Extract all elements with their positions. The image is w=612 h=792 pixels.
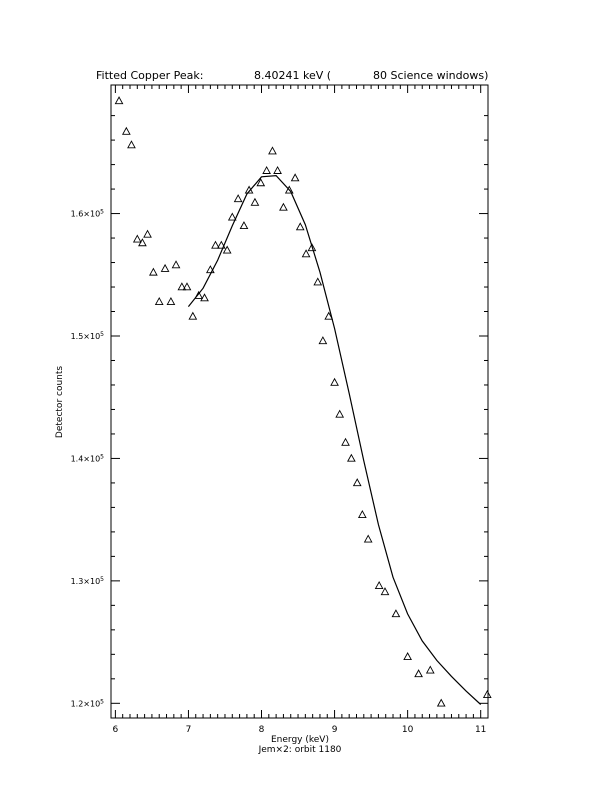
data-point [307, 243, 317, 252]
x-tick-label: 8 [259, 725, 265, 735]
data-point [121, 126, 131, 135]
axis-ticks [111, 85, 489, 718]
data-point [357, 510, 367, 519]
data-point [149, 267, 158, 276]
data-point [188, 311, 198, 320]
data-point [380, 587, 390, 596]
x-axis-label: Energy (keV) [271, 735, 329, 745]
plot-frame [110, 84, 489, 719]
y-tick-label: 1.5×105 [71, 331, 105, 341]
data-point [143, 229, 152, 238]
x-tick-label: 11 [475, 725, 486, 735]
data-point [295, 222, 305, 231]
chart-title-part-2: 8.40241 keV ( [254, 69, 331, 82]
chart-title-part-3: 80 Science windows) [373, 69, 488, 82]
x-tick-label: 6 [113, 725, 119, 735]
data-point [403, 652, 412, 661]
data-point [216, 240, 226, 249]
data-point [301, 249, 311, 258]
chart-title-part-1: Fitted Copper Peak: [96, 69, 203, 82]
data-point [233, 194, 243, 203]
data-point [391, 609, 401, 618]
data-point [182, 282, 192, 291]
x-tick-label: 7 [186, 725, 192, 735]
data-point [160, 263, 170, 272]
data-point [132, 234, 142, 243]
data-point [313, 277, 323, 286]
data-point [177, 282, 187, 291]
data-point [290, 173, 300, 182]
data-point [268, 146, 277, 155]
x-tick-label: 9 [332, 725, 338, 735]
data-point [352, 478, 362, 487]
data-point [127, 140, 136, 149]
data-point [347, 453, 356, 462]
y-tick-label: 1.4×105 [71, 453, 105, 463]
data-point [239, 221, 249, 230]
y-tick-label: 1.3×105 [71, 576, 105, 586]
chart-subtitle: Jem×2: orbit 1180 [258, 745, 342, 755]
data-point [436, 698, 446, 707]
data-point [114, 96, 124, 105]
x-tick-label: 10 [402, 725, 414, 735]
data-point [227, 212, 237, 221]
data-point [284, 185, 294, 194]
data-point [262, 165, 271, 174]
data-point [250, 197, 260, 206]
data-point [335, 409, 345, 418]
data-point [222, 245, 232, 254]
data-point [200, 293, 209, 302]
data-point [279, 202, 288, 211]
y-tick-labels: 1.2×105 1.3×105 1.4×105 1.5×105 1.6×105 [71, 209, 105, 709]
data-point [363, 534, 373, 543]
data-point [154, 296, 164, 305]
data-point [324, 311, 334, 320]
data-point [273, 165, 282, 174]
data-point [171, 260, 181, 269]
data-point [341, 437, 350, 446]
data-point [482, 689, 492, 698]
data-point [425, 665, 435, 674]
data-point [318, 336, 328, 345]
y-tick-label: 1.6×105 [71, 209, 105, 219]
y-tick-label: 1.2×105 [71, 698, 105, 708]
data-point [166, 296, 176, 305]
data-point [138, 238, 147, 247]
x-tick-labels: 6 7 8 9 10 11 [113, 725, 487, 735]
data-point [330, 377, 339, 386]
data-point [206, 265, 215, 274]
y-axis-label: Detector counts [55, 366, 65, 438]
data-markers [114, 96, 492, 707]
fit-curve [187, 174, 482, 705]
data-point [211, 240, 220, 249]
data-point [256, 178, 266, 187]
data-point [414, 669, 423, 678]
data-point [374, 581, 384, 590]
